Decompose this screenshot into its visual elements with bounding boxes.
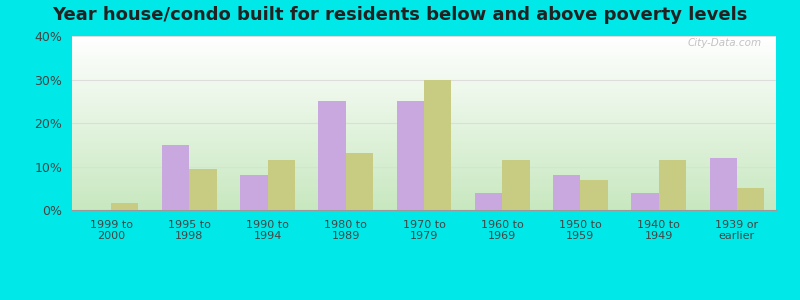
Bar — [581, 179, 608, 210]
Bar — [397, 101, 424, 210]
Bar — [346, 154, 373, 210]
Bar — [737, 188, 764, 210]
Bar — [553, 175, 581, 210]
Bar — [475, 193, 502, 210]
Bar — [658, 160, 686, 210]
Bar — [424, 80, 451, 210]
Bar — [111, 203, 138, 210]
Text: Year house/condo built for residents below and above poverty levels: Year house/condo built for residents bel… — [52, 6, 748, 24]
Bar — [502, 160, 530, 210]
Bar — [710, 158, 737, 210]
Bar — [267, 160, 295, 210]
Bar — [631, 193, 658, 210]
Bar — [318, 101, 346, 210]
Bar — [190, 169, 217, 210]
Bar — [162, 145, 190, 210]
Bar — [240, 175, 267, 210]
Text: City-Data.com: City-Data.com — [688, 38, 762, 48]
